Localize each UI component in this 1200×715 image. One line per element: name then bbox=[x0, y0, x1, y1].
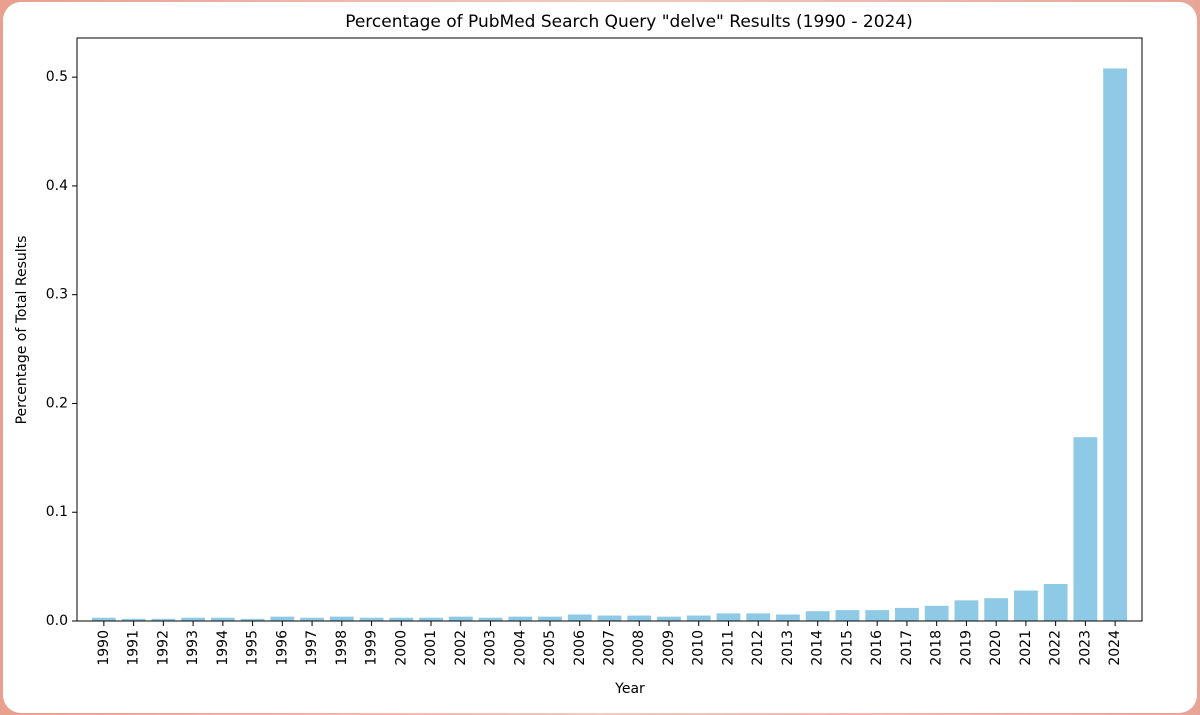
bar bbox=[300, 617, 324, 621]
x-tick-label: 2014 bbox=[810, 630, 826, 666]
bar bbox=[597, 615, 622, 621]
bar bbox=[359, 617, 384, 621]
x-tick-label: 2005 bbox=[542, 630, 558, 666]
x-tick-label: 2010 bbox=[691, 630, 707, 666]
x-tick-label: 2024 bbox=[1107, 630, 1123, 666]
x-tick-label: 2008 bbox=[631, 630, 647, 666]
y-axis-label: Percentage of Total Results bbox=[14, 236, 30, 425]
bar bbox=[686, 615, 711, 621]
bar bbox=[805, 611, 830, 621]
x-tick-label: 1996 bbox=[274, 630, 290, 666]
x-tick-label: 1991 bbox=[126, 630, 142, 666]
bar bbox=[329, 616, 354, 621]
x-tick-label: 1997 bbox=[304, 630, 320, 666]
x-tick-label: 1999 bbox=[364, 630, 380, 666]
plot-frame bbox=[76, 37, 1143, 622]
x-tick-label: 1993 bbox=[185, 630, 201, 666]
x-tick-label: 2022 bbox=[1048, 630, 1064, 666]
card bbox=[3, 2, 1197, 713]
bar bbox=[1014, 590, 1038, 621]
y-tick-label: 0.5 bbox=[46, 69, 68, 85]
x-tick-label: 2013 bbox=[780, 630, 796, 666]
bar bbox=[924, 605, 949, 621]
x-tick-label: 2018 bbox=[929, 630, 945, 666]
bar bbox=[240, 618, 265, 621]
bar bbox=[567, 614, 592, 621]
x-axis-label: Year bbox=[614, 681, 645, 697]
x-tick-label: 2017 bbox=[899, 630, 915, 666]
bar bbox=[538, 616, 562, 621]
bar bbox=[270, 616, 295, 621]
bar bbox=[508, 616, 533, 621]
x-tick-label: 2003 bbox=[483, 630, 499, 666]
bar bbox=[478, 617, 503, 621]
bar bbox=[776, 614, 800, 621]
x-tick-label: 2021 bbox=[1018, 630, 1034, 666]
bar bbox=[1043, 584, 1068, 621]
bar bbox=[419, 617, 443, 621]
y-tick-label: 0.1 bbox=[46, 504, 68, 520]
x-tick-label: 2012 bbox=[750, 630, 766, 666]
x-tick-label: 2019 bbox=[958, 630, 974, 666]
bar bbox=[121, 618, 146, 621]
bar bbox=[181, 617, 205, 621]
bar bbox=[1103, 68, 1128, 622]
x-tick-label: 1998 bbox=[334, 630, 350, 666]
bar bbox=[389, 617, 414, 621]
x-tick-label: 2001 bbox=[423, 630, 439, 666]
x-tick-label: 2009 bbox=[661, 630, 677, 666]
x-tick-label: 2002 bbox=[453, 630, 469, 666]
x-tick-label: 2007 bbox=[602, 630, 618, 666]
bar bbox=[984, 598, 1009, 621]
y-tick-label: 0.2 bbox=[46, 395, 68, 411]
x-tick-label: 1995 bbox=[245, 630, 261, 666]
y-tick-label: 0.3 bbox=[46, 287, 68, 303]
x-tick-label: 2011 bbox=[720, 630, 736, 666]
bar bbox=[1073, 437, 1098, 621]
bar bbox=[716, 613, 741, 621]
bar bbox=[865, 610, 890, 621]
bar bbox=[895, 607, 919, 621]
x-tick-label: 2004 bbox=[512, 630, 528, 666]
x-tick-label: 2023 bbox=[1077, 630, 1093, 666]
x-tick-label: 1990 bbox=[96, 630, 112, 666]
x-tick-label: 2020 bbox=[988, 630, 1004, 666]
x-tick-label: 1992 bbox=[155, 630, 171, 666]
x-tick-label: 2006 bbox=[572, 630, 588, 666]
y-tick-label: 0.4 bbox=[46, 178, 68, 194]
bar bbox=[210, 617, 235, 621]
bar bbox=[91, 617, 116, 621]
bar bbox=[151, 618, 176, 621]
y-tick-label: 0.0 bbox=[46, 613, 68, 629]
x-tick-label: 2015 bbox=[839, 630, 855, 666]
bar bbox=[954, 600, 979, 621]
bar bbox=[746, 613, 771, 621]
chart-title: Percentage of PubMed Search Query "delve… bbox=[345, 12, 913, 32]
x-tick-label: 2016 bbox=[869, 630, 885, 666]
bar bbox=[657, 616, 681, 621]
bar bbox=[627, 615, 652, 621]
x-tick-label: 1994 bbox=[215, 630, 231, 666]
bar bbox=[835, 610, 860, 621]
x-tick-label: 2000 bbox=[393, 630, 409, 666]
bar bbox=[448, 616, 473, 621]
